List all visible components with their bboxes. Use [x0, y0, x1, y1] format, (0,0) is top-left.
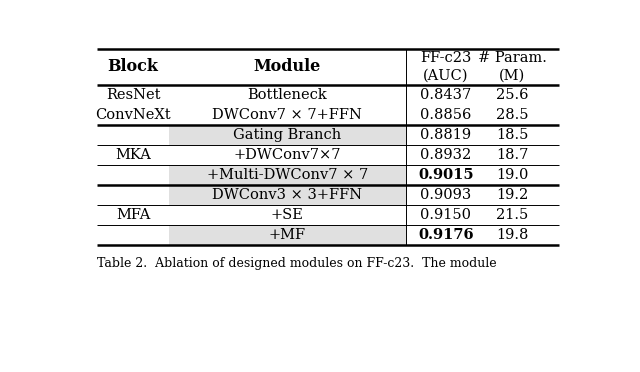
Text: +SE: +SE — [271, 208, 304, 222]
Text: +MF: +MF — [269, 228, 306, 242]
Text: DWConv7 × 7+FFN: DWConv7 × 7+FFN — [212, 108, 362, 122]
Text: MKA: MKA — [115, 148, 151, 162]
Text: 0.9015: 0.9015 — [418, 168, 474, 182]
Text: ConvNeXt: ConvNeXt — [95, 108, 171, 122]
Text: DWConv3 × 3+FFN: DWConv3 × 3+FFN — [212, 188, 362, 202]
Text: 0.9150: 0.9150 — [420, 208, 471, 222]
Text: 28.5: 28.5 — [496, 108, 529, 122]
Bar — [169, 225, 406, 245]
Text: +DWConv7×7: +DWConv7×7 — [234, 148, 341, 162]
Text: 0.9176: 0.9176 — [418, 228, 474, 242]
Text: 0.8819: 0.8819 — [420, 128, 472, 142]
Text: Gating Branch: Gating Branch — [233, 128, 341, 142]
Text: +Multi-DWConv7 × 7: +Multi-DWConv7 × 7 — [207, 168, 368, 182]
Text: 19.0: 19.0 — [496, 168, 529, 182]
Text: 18.7: 18.7 — [496, 148, 529, 162]
Text: 0.8856: 0.8856 — [420, 108, 472, 122]
Text: 25.6: 25.6 — [496, 88, 529, 102]
Text: Bottleneck: Bottleneck — [248, 88, 327, 102]
Text: Block: Block — [108, 58, 159, 76]
Text: # Param.
(M): # Param. (M) — [478, 51, 547, 83]
Bar — [169, 185, 406, 205]
Text: Table 2.  Ablation of designed modules on FF-c23.  The module: Table 2. Ablation of designed modules on… — [97, 257, 497, 270]
Text: ResNet: ResNet — [106, 88, 161, 102]
Text: 0.9093: 0.9093 — [420, 188, 472, 202]
Text: MFA: MFA — [116, 208, 150, 222]
Text: 0.8932: 0.8932 — [420, 148, 472, 162]
Bar — [169, 125, 406, 145]
Bar — [169, 165, 406, 185]
Text: 19.2: 19.2 — [497, 188, 529, 202]
Text: 18.5: 18.5 — [496, 128, 529, 142]
Text: 0.8437: 0.8437 — [420, 88, 472, 102]
Text: 19.8: 19.8 — [496, 228, 529, 242]
Text: Module: Module — [253, 58, 321, 76]
Text: 21.5: 21.5 — [497, 208, 529, 222]
Text: FF-c23
(AUC): FF-c23 (AUC) — [420, 51, 472, 83]
